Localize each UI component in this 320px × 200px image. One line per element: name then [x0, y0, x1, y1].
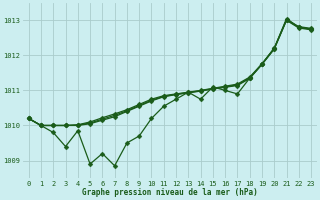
X-axis label: Graphe pression niveau de la mer (hPa): Graphe pression niveau de la mer (hPa): [82, 188, 258, 197]
